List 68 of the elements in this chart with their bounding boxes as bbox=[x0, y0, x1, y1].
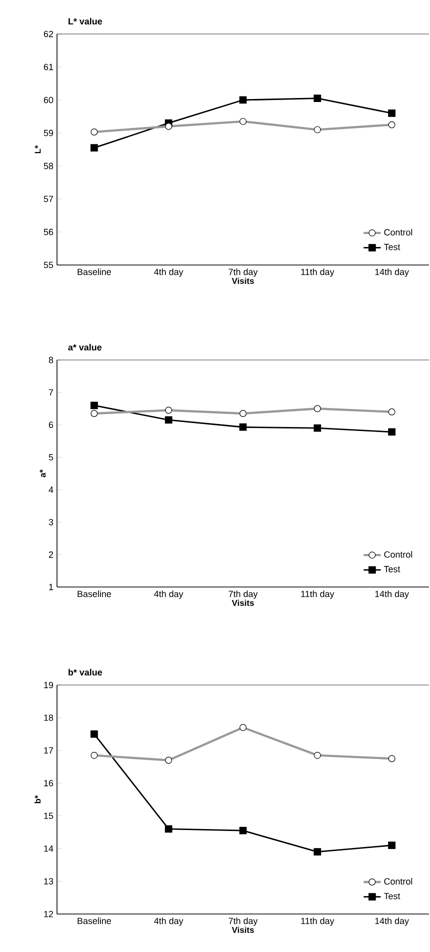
x-axis-title: Visits bbox=[232, 278, 254, 284]
y-tick-label: 13 bbox=[44, 878, 54, 884]
x-tick-label: 4th day bbox=[154, 268, 184, 277]
y-tick-label: 14 bbox=[44, 845, 54, 852]
y-tick-label: 1 bbox=[49, 584, 54, 590]
chart-title: L* value bbox=[68, 18, 102, 25]
x-tick-label: Baseline bbox=[78, 590, 111, 598]
point bbox=[314, 94, 322, 102]
y-tick-label: 8 bbox=[48, 356, 54, 364]
y-tick-label: 7 bbox=[48, 389, 54, 396]
x-tick-label: 11th day bbox=[301, 918, 334, 926]
point bbox=[90, 730, 98, 738]
y-tick-label: 55 bbox=[44, 262, 54, 268]
y-axis-title: L* bbox=[34, 145, 41, 154]
y-tick-label: 12 bbox=[44, 910, 54, 918]
y-tick-label: 17 bbox=[44, 747, 54, 754]
legend-label: Test bbox=[384, 244, 400, 250]
y-tick-label: 16 bbox=[44, 780, 54, 786]
x-tick-label: 7th day bbox=[228, 268, 258, 277]
y-tick-label: 58 bbox=[44, 162, 54, 170]
x-tick-label: 14th day bbox=[375, 590, 409, 599]
x-tick-label: 4th day bbox=[154, 918, 184, 926]
y-tick-label: 57 bbox=[44, 196, 54, 202]
point bbox=[388, 110, 396, 117]
y-tick-label: 6 bbox=[48, 422, 54, 428]
legend-label: Control bbox=[384, 551, 412, 558]
x-axis-title: Visits bbox=[232, 600, 254, 606]
y-tick-label: 60 bbox=[44, 96, 54, 104]
y-tick-label: 3 bbox=[48, 518, 54, 526]
x-tick-label: 7th day bbox=[228, 918, 258, 926]
point bbox=[388, 428, 396, 436]
x-tick-label: 11th day bbox=[301, 590, 334, 599]
y-tick-label: 15 bbox=[44, 812, 54, 819]
legend-label: Control bbox=[384, 878, 412, 885]
point bbox=[239, 826, 247, 834]
point bbox=[239, 423, 247, 431]
point bbox=[314, 848, 322, 856]
point bbox=[388, 842, 396, 849]
x-tick-label: 14th day bbox=[375, 918, 409, 926]
point bbox=[164, 416, 172, 424]
legend-label: Test bbox=[384, 566, 400, 572]
x-tick-label: Baseline bbox=[78, 268, 111, 276]
point bbox=[239, 96, 247, 104]
x-tick-label: 4th day bbox=[154, 590, 184, 599]
point bbox=[90, 402, 98, 410]
chart-title: a* value bbox=[68, 344, 102, 350]
chart-title: b* value bbox=[68, 668, 102, 676]
y-tick-label: 61 bbox=[44, 64, 54, 70]
point bbox=[314, 424, 322, 432]
x-tick-label: 14th day bbox=[375, 268, 409, 277]
y-tick-label: 2 bbox=[48, 551, 54, 558]
legend-label: Control bbox=[384, 228, 412, 236]
y-tick-label: 59 bbox=[44, 130, 54, 136]
x-axis-title: Visits bbox=[232, 926, 254, 933]
point bbox=[90, 144, 98, 152]
x-tick-label: 11th day bbox=[301, 268, 334, 277]
x-tick-label: 7th day bbox=[228, 590, 258, 599]
y-tick-label: 56 bbox=[44, 228, 54, 236]
point bbox=[164, 825, 172, 833]
x-tick-label: Baseline bbox=[78, 918, 111, 924]
y-axis-title: b* bbox=[34, 795, 41, 804]
y-tick-label: 18 bbox=[44, 714, 54, 721]
y-axis-title: a* bbox=[40, 470, 46, 478]
y-tick-label: 62 bbox=[44, 30, 54, 38]
y-tick-label: 5 bbox=[48, 454, 54, 460]
y-tick-label: 19 bbox=[44, 682, 54, 688]
y-tick-label: 4 bbox=[48, 486, 54, 493]
legend-label: Test bbox=[384, 892, 400, 900]
